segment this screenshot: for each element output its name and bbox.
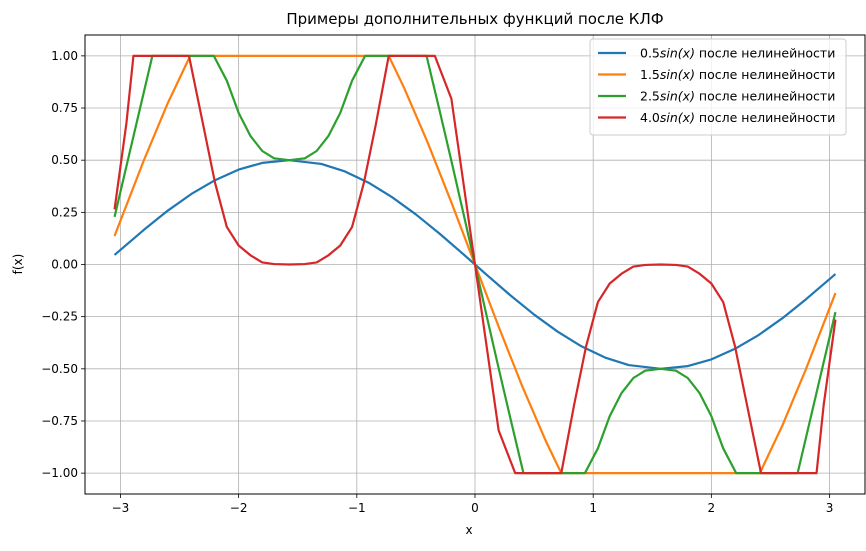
y-tick-label: 0.75 xyxy=(51,101,78,115)
y-tick-label: −0.75 xyxy=(41,414,78,428)
legend-label-1: 0.5sin(x) после нелинейности xyxy=(640,46,835,61)
legend-frame xyxy=(589,38,847,136)
y-tick-label: 0.25 xyxy=(51,205,78,219)
legend-suffix: после нелинейности xyxy=(695,89,835,104)
y-tick-label: 0.00 xyxy=(51,258,78,272)
legend-suffix: после нелинейности xyxy=(695,110,835,125)
series-line-4 xyxy=(113,54,837,475)
plot-series xyxy=(113,54,837,475)
y-tick-label: −0.50 xyxy=(41,362,78,376)
legend-function: sin(x) xyxy=(660,46,695,61)
axis-ticks: −3 −2 −1 0 1 2 3 −1.00 −0.75 −0.50 −0.25 0.00 0.25 0.… xyxy=(41,49,833,515)
legend-label-2: 1.5sin(x) после нелинейности xyxy=(640,67,835,82)
x-axis-label: x xyxy=(465,523,472,537)
y-tick-label: −1.00 xyxy=(41,466,78,480)
grid-lines xyxy=(85,35,865,494)
y-tick-label: 1.00 xyxy=(51,49,78,63)
x-tick-label: 2 xyxy=(708,501,716,515)
legend-label-3: 2.5sin(x) после нелинейности xyxy=(640,89,835,104)
legend-function: sin(x) xyxy=(660,89,695,104)
x-tick-label: −3 xyxy=(112,501,130,515)
legend-suffix: после нелинейности xyxy=(695,67,835,82)
legend-coefficient: 1.5 xyxy=(640,67,660,82)
chart-title: Примеры дополнительных функций после КЛФ xyxy=(286,10,663,28)
legend-coefficient: 4.0 xyxy=(640,110,660,125)
legend-label-4: 4.0sin(x) после нелинейности xyxy=(640,110,835,125)
legend-suffix: после нелинейности xyxy=(695,46,835,61)
x-tick-label: −2 xyxy=(230,501,248,515)
y-tick-label: 0.50 xyxy=(51,153,78,167)
x-tick-label: 3 xyxy=(826,501,834,515)
x-tick-label: 1 xyxy=(589,501,597,515)
legend-function: sin(x) xyxy=(660,110,695,125)
legend-coefficient: 0.5 xyxy=(640,46,660,61)
y-axis-label: f(x) xyxy=(11,254,25,275)
x-tick-label: 0 xyxy=(471,501,479,515)
legend-function: sin(x) xyxy=(660,67,695,82)
y-tick-label: −0.25 xyxy=(41,310,78,324)
x-tick-label: −1 xyxy=(348,501,366,515)
legend-coefficient: 2.5 xyxy=(640,89,660,104)
